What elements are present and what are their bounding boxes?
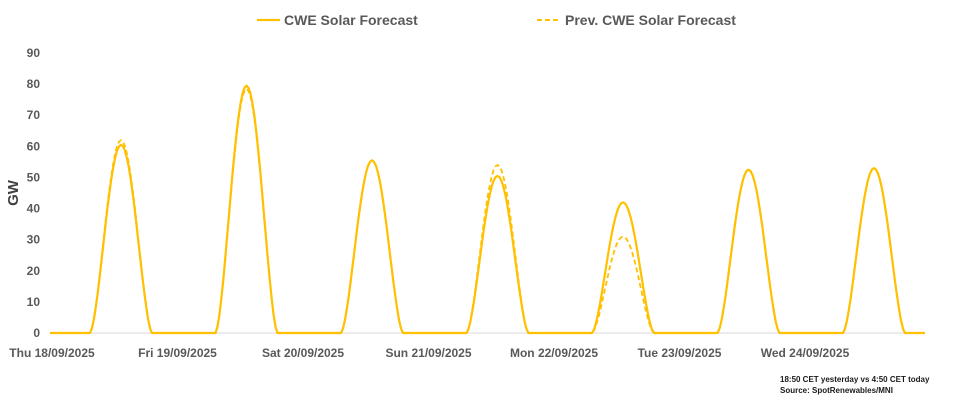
legend-label-prev-cwe-solar-forecast: Prev. CWE Solar Forecast — [565, 12, 736, 28]
y-tick-label: 20 — [27, 264, 41, 278]
x-tick-label: Fri 19/09/2025 — [138, 346, 217, 360]
y-tick-label: 10 — [27, 295, 41, 309]
y-axis-title: GW — [5, 179, 22, 206]
legend-label-cwe-solar-forecast: CWE Solar Forecast — [284, 12, 418, 28]
x-tick-label: Sat 20/09/2025 — [262, 346, 344, 360]
x-tick-label: Thu 18/09/2025 — [9, 346, 95, 360]
x-tick-label: Sun 21/09/2025 — [385, 346, 471, 360]
y-tick-label: 30 — [27, 233, 41, 247]
y-tick-label: 50 — [27, 170, 41, 184]
x-tick-label: Mon 22/09/2025 — [510, 346, 598, 360]
y-axis-ticks: 0 10 20 30 40 50 60 70 80 90 — [27, 46, 41, 340]
y-tick-label: 80 — [27, 77, 41, 91]
comparison-note: 18:50 CET yesterday vs 4:50 CET today — [780, 375, 930, 384]
y-tick-label: 0 — [33, 326, 40, 340]
legend: CWE Solar Forecast Prev. CWE Solar Forec… — [257, 12, 736, 28]
source-note: Source: SpotRenewables/MNI — [780, 386, 893, 395]
y-tick-label: 60 — [27, 139, 41, 153]
y-tick-label: 90 — [27, 46, 41, 60]
series-line-cwe-solar-forecast — [50, 84, 925, 335]
x-axis-ticks: Thu 18/09/2025 Fri 19/09/2025 Sat 20/09/20… — [9, 346, 849, 360]
x-tick-label: Tue 23/09/2025 — [638, 346, 722, 360]
y-tick-label: 70 — [27, 108, 41, 122]
plot-area — [50, 84, 925, 335]
x-tick-label: Wed 24/09/2025 — [761, 346, 850, 360]
y-tick-label: 40 — [27, 202, 41, 216]
